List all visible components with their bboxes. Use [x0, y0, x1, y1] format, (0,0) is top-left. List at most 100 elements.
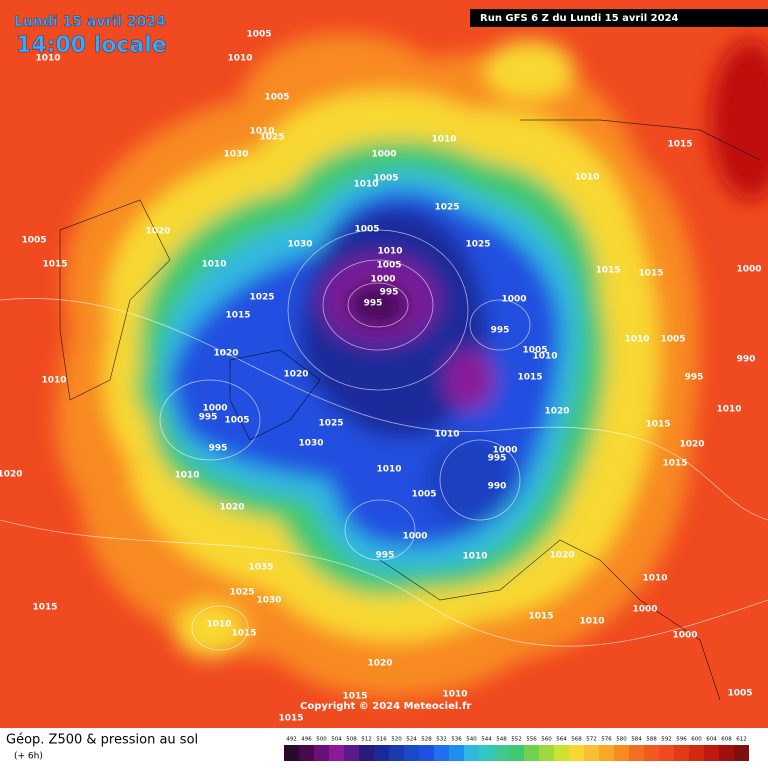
isobar-label: 1000 — [501, 295, 526, 305]
isobar-label: 1025 — [465, 240, 490, 250]
isobar-label: 1020 — [0, 470, 23, 480]
isobar-label: 1015 — [528, 612, 553, 622]
isobar-label: 1015 — [638, 269, 663, 279]
run-box — [470, 9, 768, 27]
scale-swatch — [644, 745, 659, 761]
isobar-label: 1000 — [202, 404, 227, 414]
scale-swatch — [464, 745, 479, 761]
isobar-label: 1005 — [246, 30, 271, 40]
isobar-label: 1000 — [736, 265, 761, 275]
isobar-label: 1015 — [32, 603, 57, 613]
scale-swatch — [569, 745, 584, 761]
isobar-label: 1030 — [256, 596, 281, 606]
scale-swatch — [359, 745, 374, 761]
isobar-label: 1005 — [411, 490, 436, 500]
scale-swatch — [629, 745, 644, 761]
isobar-label: 1015 — [645, 420, 670, 430]
scale-label: 580 — [616, 737, 627, 743]
isobar-label: 1015 — [662, 459, 687, 469]
isobar-label: 1010 — [716, 405, 741, 415]
scale-label: 492 — [286, 737, 297, 743]
isobar-label: 1000 — [370, 275, 395, 285]
scale-swatch — [389, 745, 404, 761]
isobar-label: 1010 — [249, 127, 274, 137]
isobar-label: 995 — [380, 288, 399, 298]
scale-swatch — [539, 745, 554, 761]
scale-swatch — [299, 745, 314, 761]
isobar-label: 1010 — [377, 247, 402, 257]
isobar-label: 1020 — [145, 227, 170, 237]
scale-swatch — [404, 745, 419, 761]
isobar-label: 1015 — [42, 260, 67, 270]
isobar-label: 990 — [488, 482, 507, 492]
isobar-label: 1010 — [579, 617, 604, 627]
isobar-label: 995 — [376, 551, 395, 561]
map-background — [0, 0, 768, 728]
isobar-label: 995 — [488, 454, 507, 464]
scale-label: 540 — [466, 737, 477, 743]
isobar-label: 1015 — [225, 311, 250, 321]
isobar-label: 990 — [737, 355, 756, 365]
isobar-label: 1010 — [624, 335, 649, 345]
scale-label: 512 — [361, 737, 372, 743]
isobar-label: 1015 — [517, 373, 542, 383]
isobar-label: 1010 — [227, 54, 252, 64]
scale-label: 504 — [331, 737, 342, 743]
isobar-label: 1000 — [371, 150, 396, 160]
scale-swatch — [344, 745, 359, 761]
isobar-label: 1010 — [574, 173, 599, 183]
scale-label: 568 — [571, 737, 582, 743]
scale-swatch — [704, 745, 719, 761]
scale-swatch — [509, 745, 524, 761]
isobar-label: 1010 — [206, 620, 231, 630]
isobar-label: 995 — [209, 444, 228, 454]
scale-swatch — [614, 745, 629, 761]
scale-swatch — [734, 745, 749, 761]
scale-label: 596 — [676, 737, 687, 743]
scale-swatch — [314, 745, 329, 761]
run-label: Run GFS 6 Z du Lundi 15 avril 2024 — [480, 13, 679, 24]
scale-swatch — [374, 745, 389, 761]
isobar-label: 1000 — [632, 605, 657, 615]
isobar-label: 1005 — [264, 93, 289, 103]
time-label: 14:00 locale — [16, 33, 167, 58]
isobar-label: 1010 — [642, 574, 667, 584]
isobar-label: 1015 — [278, 714, 303, 724]
scale-label: 576 — [601, 737, 612, 743]
footer-subtitle: (+ 6h) — [14, 752, 43, 762]
isobar-label: 1010 — [434, 430, 459, 440]
isobar-label: 1025 — [249, 293, 274, 303]
isobar-label: 1020 — [679, 440, 704, 450]
scale-swatch — [329, 745, 344, 761]
scale-swatch — [434, 745, 449, 761]
scale-swatch — [599, 745, 614, 761]
scale-label: 552 — [511, 737, 522, 743]
scale-label: 564 — [556, 737, 567, 743]
isobar-label: 995 — [364, 299, 383, 309]
scale-label: 600 — [691, 737, 702, 743]
scale-label: 572 — [586, 737, 597, 743]
scale-label: 584 — [631, 737, 642, 743]
scale-swatch — [689, 745, 704, 761]
isobar-label: 995 — [491, 326, 510, 336]
scale-label: 608 — [721, 737, 732, 743]
isobar-label: 1015 — [231, 629, 256, 639]
scale-label: 592 — [661, 737, 672, 743]
isobar-label: 1025 — [229, 588, 254, 598]
isobar-label: 1005 — [522, 346, 547, 356]
isobar-label: 1005 — [224, 416, 249, 426]
isobar-label: 1020 — [367, 659, 392, 669]
scale-label: 532 — [436, 737, 447, 743]
isobar-label: 1010 — [353, 180, 378, 190]
isobar-label: 995 — [199, 413, 218, 423]
scale-swatch — [554, 745, 569, 761]
scale-label: 556 — [526, 737, 537, 743]
scale-swatch — [659, 745, 674, 761]
isobar-label: 1010 — [462, 552, 487, 562]
isobar-label: 1020 — [283, 370, 308, 380]
scale-swatch — [449, 745, 464, 761]
isobar-label: 1020 — [544, 407, 569, 417]
isobar-label: 1010 — [41, 376, 66, 386]
